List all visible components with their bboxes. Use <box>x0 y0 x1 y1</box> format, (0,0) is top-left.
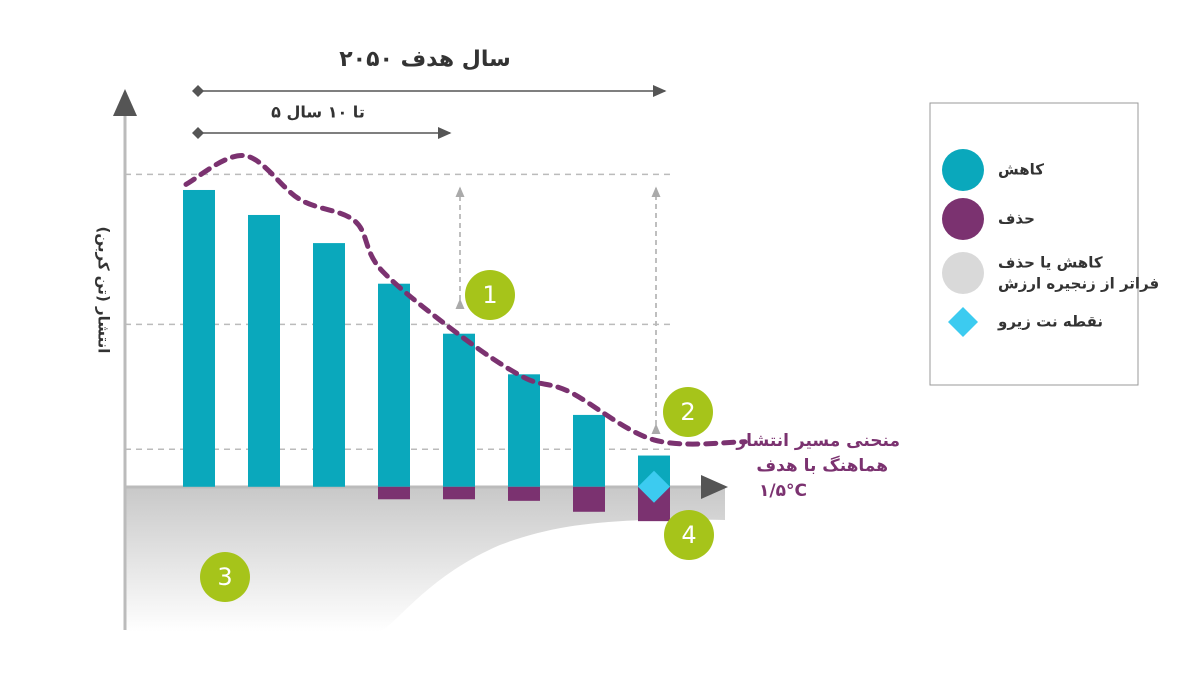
marker <box>465 270 515 320</box>
marker <box>200 552 250 602</box>
legend-swatch <box>948 307 978 337</box>
bar <box>183 189 215 487</box>
legend-box <box>929 102 1139 386</box>
marker-label: 4 <box>681 521 696 549</box>
legend-label: کاهش یا حذف <box>998 254 1103 272</box>
legend-swatch <box>942 149 984 191</box>
chart-title: سال هدف ۲۰۵۰ <box>339 47 511 72</box>
bar <box>248 214 280 487</box>
beyond-chain-area <box>125 487 725 632</box>
markers: 1 2 3 4 <box>200 270 714 602</box>
bar <box>443 486 475 500</box>
net-zero-point <box>638 470 670 503</box>
marker-label: 3 <box>217 563 232 591</box>
marker-label: 1 <box>482 281 497 309</box>
curve-label: هماهنگ با هدف <box>756 455 888 476</box>
span-label: ۵ تا ۱۰ سال <box>271 103 365 122</box>
bar <box>573 414 605 487</box>
marker-label: 2 <box>680 398 695 426</box>
emission-curve <box>183 153 748 447</box>
legend-label: فراتر از زنجیره ارزش <box>998 275 1159 293</box>
legend-label: نقطه نت زیرو <box>997 313 1103 331</box>
legend-label: کاهش <box>998 161 1044 179</box>
bar <box>508 486 540 501</box>
legend-swatch <box>942 252 984 294</box>
bar <box>313 243 345 487</box>
marker <box>663 387 713 437</box>
curve-label: ۱/۵°C <box>759 481 807 501</box>
curve-label: منحنی مسیر انتشار <box>735 431 900 451</box>
bar <box>378 283 410 487</box>
bar <box>378 486 410 500</box>
bar <box>443 333 475 487</box>
legend: کاهش حذف کاهش یا حذف فراتر از زنجیره ارز… <box>929 102 1159 386</box>
plot <box>125 153 748 522</box>
legend-label: حذف <box>998 210 1035 228</box>
marker <box>664 510 714 560</box>
legend-swatch <box>942 198 984 240</box>
bar <box>573 486 605 512</box>
y-axis-label: انتشار (تن کربن) <box>95 227 113 354</box>
bar <box>508 374 540 487</box>
